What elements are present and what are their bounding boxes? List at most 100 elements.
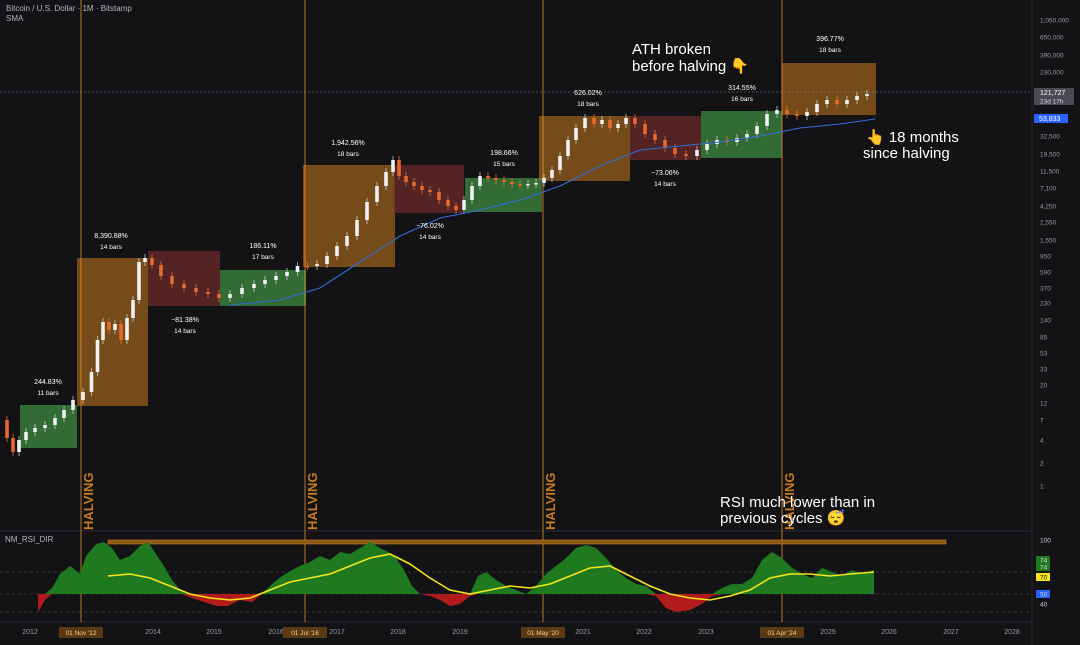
halving-date-tag [760, 627, 804, 638]
price-tick-label: 19,500 [1040, 152, 1060, 159]
candle-body [815, 104, 819, 112]
price-tick-label: 20 [1040, 383, 1048, 390]
price-tick-label: 390,000 [1040, 53, 1064, 60]
rsi-moving-average [107, 553, 875, 601]
candle-body [325, 256, 329, 264]
halving-lines: HALVING HALVING HALVING HALVING [80, 0, 797, 622]
price-tick-label: 230,000 [1040, 70, 1064, 77]
candle-body [206, 292, 210, 294]
cycle-box [77, 258, 148, 406]
cycle-bars-label: 14 bars [174, 328, 196, 335]
candle-body [182, 284, 186, 288]
candle-body [624, 118, 628, 124]
candle-body [865, 94, 869, 96]
cycle-box [465, 178, 542, 212]
price-axis-ticks: 1,050,000 650,000 390,000 230,000 32,500 19,5… [1040, 18, 1069, 491]
price-tick-label: 650,000 [1040, 35, 1064, 42]
halving-date-label: 01 Jul '16 [291, 630, 319, 637]
candle-body [315, 264, 319, 266]
rsi-previous-peak-bar [107, 539, 947, 545]
sma-price-tag [1034, 114, 1068, 123]
cycle-percent-label: 1,942.56% [331, 140, 364, 147]
candle-body [170, 276, 174, 284]
price-tick-label: 1,550 [1040, 238, 1057, 245]
price-tick-label: 950 [1040, 254, 1051, 261]
year-tick-label: 2026 [881, 629, 897, 636]
candle-body [785, 110, 789, 114]
candle-body [705, 144, 709, 150]
cycle-box [148, 251, 220, 306]
candle-body [375, 186, 379, 202]
year-tick-label: 2022 [636, 629, 652, 636]
candle-body [412, 182, 416, 186]
chart-title: Bitcoin / U.S. Dollar · 1M · Bitstamp [6, 4, 132, 13]
candle-body [616, 124, 620, 128]
candle-body [95, 340, 100, 372]
cycle-percent-label: −76.02% [416, 223, 444, 230]
candle-body [295, 266, 300, 272]
candle-body [125, 318, 129, 340]
candle-body [446, 200, 450, 206]
rsi-tick-label: 74 [1040, 558, 1048, 565]
cycle-bars-label: 14 bars [419, 234, 441, 241]
cycle-bars-label: 18 bars [337, 151, 359, 158]
candle-body [194, 288, 198, 292]
candle-body [845, 100, 849, 104]
cycle-percent-label: 626.02% [574, 90, 602, 97]
cycle-percent-label: 8,390.88% [94, 233, 127, 240]
cycle-bars-label: 16 bars [731, 96, 753, 103]
candle-body [494, 178, 498, 180]
candle-body [62, 410, 66, 418]
sma-line [229, 118, 876, 306]
year-tick-label: 2023 [698, 629, 714, 636]
candle-body [825, 100, 829, 104]
candle-body [217, 294, 221, 298]
cycle-percent-label: 314.55% [728, 85, 756, 92]
annotation-months-line2: since halving [863, 145, 950, 162]
cycle-bars-label: 18 bars [577, 101, 599, 108]
rsi-tick-label: 74 [1040, 565, 1048, 572]
rsi-tick-label: 50 [1040, 592, 1048, 599]
candle-body [478, 176, 482, 186]
candle-body [526, 184, 530, 186]
candle-body [835, 100, 839, 104]
candle-body [684, 154, 688, 156]
rsi-tick-tag [1036, 573, 1050, 581]
cycle-percent-label: 396.77% [816, 36, 844, 43]
candle-body [583, 118, 587, 128]
candle-body [150, 258, 154, 265]
candle-body [252, 284, 256, 288]
price-tick-label: 1 [1040, 484, 1044, 491]
candle-body [391, 160, 395, 172]
candle-body [285, 272, 289, 276]
candle-body [159, 265, 163, 276]
candle-body [33, 428, 37, 432]
candle-body [542, 178, 546, 183]
cycle-bars-label: 17 bars [252, 254, 274, 261]
candle-body [643, 124, 647, 134]
cycle-percent-label: 244.83% [34, 379, 62, 386]
cycle-box [782, 63, 876, 115]
candle-body [486, 176, 490, 178]
halving-date-label: 01 Nov '12 [66, 630, 97, 637]
cycle-percent-label: 198.66% [490, 150, 518, 157]
price-tick-label: 33 [1040, 367, 1048, 374]
candle-body [263, 280, 267, 284]
candle-body [805, 112, 809, 116]
cycle-box [394, 165, 464, 213]
cycle-percent-label: −73.06% [651, 170, 679, 177]
candle-body [454, 206, 458, 210]
candle-body [228, 294, 232, 298]
candles [5, 90, 869, 456]
candle-body [131, 300, 135, 318]
rsi-tick-tag [1036, 563, 1050, 571]
candle-body [502, 180, 506, 182]
price-tick-label: 85 [1040, 335, 1048, 342]
candle-body [518, 184, 522, 186]
countdown-tag [1034, 97, 1074, 105]
candle-body [855, 96, 859, 100]
rsi-tick-tag [1036, 556, 1050, 564]
